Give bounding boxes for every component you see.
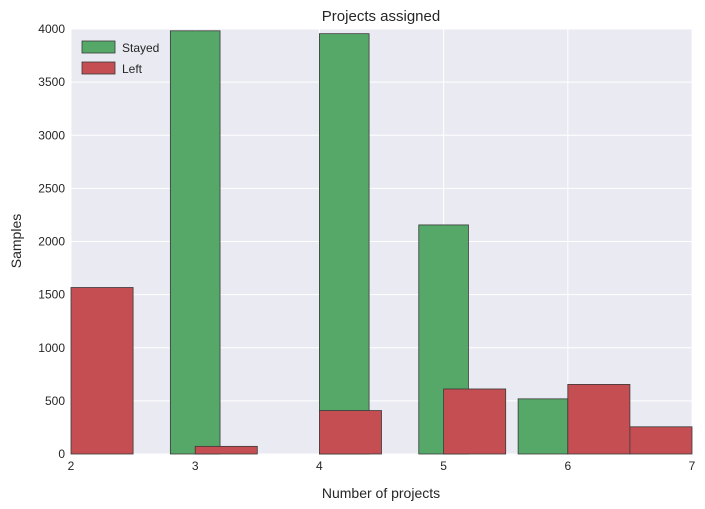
x-tick-label: 2	[68, 459, 75, 473]
x-tick-label: 4	[316, 459, 323, 473]
bar-left-1	[194, 445, 258, 455]
x-tick-label: 6	[564, 459, 571, 473]
bar-stayed-4	[517, 398, 569, 455]
bar-stayed-2	[318, 33, 370, 455]
x-tick-label: 3	[192, 459, 199, 473]
bar-left-5	[629, 426, 693, 455]
bar-left-2	[318, 410, 382, 455]
y-tick-label: 3500	[38, 75, 65, 89]
legend-swatch-stayed	[81, 40, 116, 54]
bar-left-4	[567, 384, 631, 455]
bar-stayed-1	[169, 30, 221, 455]
x-axis-label: Number of projects	[322, 485, 440, 501]
legend-label-left: Left	[122, 62, 143, 76]
legend: Stayed Left	[81, 40, 159, 76]
legend-swatch-left	[81, 61, 116, 75]
y-tick-label: 4000	[38, 22, 65, 36]
bar-left-0	[70, 287, 134, 455]
legend-label-stayed: Stayed	[122, 41, 159, 55]
y-tick-label: 0	[58, 447, 65, 461]
bars-group	[70, 30, 693, 455]
y-tick-label: 2500	[38, 181, 65, 195]
x-tick-label: 5	[440, 459, 447, 473]
y-tick-label: 3000	[38, 128, 65, 142]
bar-left-3	[443, 388, 507, 455]
y-axis-ticks: 0 500 1000 1500 2000 2500 3000 3500 4000	[38, 22, 65, 461]
chart-title: Projects assigned	[322, 8, 440, 25]
x-axis-ticks: 2 3 4 5 6 7	[68, 459, 696, 473]
y-tick-label: 500	[45, 394, 65, 408]
y-tick-label: 2000	[38, 235, 65, 249]
x-tick-label: 7	[689, 459, 696, 473]
y-tick-label: 1000	[38, 341, 65, 355]
y-tick-label: 1500	[38, 288, 65, 302]
y-axis-label: Samples	[8, 214, 24, 268]
